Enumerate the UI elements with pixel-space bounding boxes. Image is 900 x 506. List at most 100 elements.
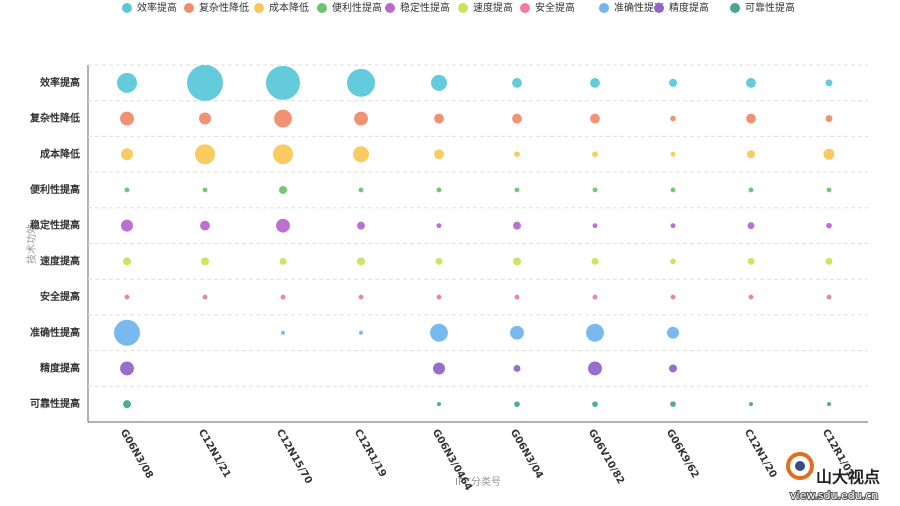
bubble <box>667 326 679 339</box>
bubble <box>434 113 444 124</box>
legend-marker <box>184 3 194 13</box>
bubble <box>120 361 134 376</box>
bubble <box>358 294 364 300</box>
x-tick-label: C12N1/20 <box>742 428 779 480</box>
bubble <box>437 402 441 407</box>
y-tick-label: 成本降低 <box>40 147 80 160</box>
y-axis-title: 技术功效 <box>25 224 38 264</box>
bubble <box>749 402 753 407</box>
x-tick-label: C12N1/21 <box>196 428 233 480</box>
bubble <box>114 319 140 346</box>
y-tick-label: 复杂性降低 <box>29 112 80 125</box>
bubble <box>592 223 598 229</box>
y-tick-label: 可靠性提高 <box>30 397 80 410</box>
bubble <box>357 257 365 266</box>
bubble <box>512 113 522 124</box>
legend-label: 安全提高 <box>535 1 575 14</box>
bubble <box>274 109 292 128</box>
bubble <box>746 77 756 88</box>
bubble <box>357 221 365 230</box>
bubble <box>670 258 676 265</box>
bubble <box>825 257 833 265</box>
x-tick-label: G06K9/62 <box>664 428 701 481</box>
bubble <box>433 362 445 375</box>
bubble <box>588 361 602 376</box>
x-tick-label: G06N3/0464 <box>430 428 474 493</box>
bubble <box>670 187 676 193</box>
bubble <box>513 257 521 266</box>
bubble <box>200 220 210 231</box>
bubble <box>276 218 290 233</box>
bubble <box>354 111 368 126</box>
legend-marker <box>458 3 468 13</box>
bubble <box>434 149 444 160</box>
bubble <box>279 185 287 194</box>
bubble <box>826 222 832 229</box>
x-axis-title: IPC分类号 <box>455 475 501 488</box>
x-tick-label: C12N15/70 <box>274 428 314 486</box>
legend-marker <box>599 3 609 13</box>
bubble <box>748 294 754 300</box>
bubble <box>199 112 211 125</box>
bubble <box>512 77 522 88</box>
y-tick-label: 精度提高 <box>40 361 80 374</box>
bubble <box>265 65 301 100</box>
x-tick-label: G06N3/04 <box>508 428 545 481</box>
bubble <box>281 330 285 335</box>
bubble <box>747 222 755 230</box>
y-tick-label: 准确性提高 <box>30 326 80 339</box>
bubble <box>590 113 600 124</box>
bubble <box>591 257 599 265</box>
logo <box>786 452 814 480</box>
bubble <box>117 72 137 93</box>
bubble <box>280 294 286 300</box>
bubble <box>669 78 677 87</box>
bubble <box>670 401 676 407</box>
legend-label: 复杂性降低 <box>199 1 249 14</box>
bubble <box>592 294 598 300</box>
bubble <box>123 400 131 409</box>
legend-marker <box>520 3 530 13</box>
bubble <box>826 187 832 193</box>
bubble <box>123 257 131 266</box>
bubble <box>435 257 443 265</box>
bubble <box>202 187 208 193</box>
watermark-brand: 山大视点 <box>816 468 880 487</box>
legend-label: 可靠性提高 <box>745 1 795 14</box>
bubble <box>670 223 676 229</box>
bubble <box>353 146 369 163</box>
x-tick-label: G06V10/82 <box>586 428 626 487</box>
bubble <box>358 187 364 193</box>
x-tick-label: G06N3/08 <box>118 428 155 481</box>
legend-label: 精度提高 <box>669 1 709 14</box>
bubble <box>279 257 287 265</box>
bubble <box>670 115 676 122</box>
bubble <box>825 115 833 123</box>
legend-label: 速度提高 <box>473 1 513 14</box>
bubble <box>121 148 133 161</box>
bubble <box>513 221 521 230</box>
bubble <box>825 79 833 87</box>
legend-label: 效率提高 <box>137 1 177 14</box>
bubble <box>195 144 215 165</box>
bubble <box>747 150 755 159</box>
bubble <box>514 294 520 300</box>
legend-marker <box>254 3 264 13</box>
legend-marker <box>654 3 664 13</box>
bubble <box>826 294 832 300</box>
bubble <box>747 257 755 265</box>
bubble <box>590 77 600 88</box>
y-tick-label: 速度提高 <box>40 254 80 267</box>
bubble <box>124 294 130 300</box>
bubble <box>436 187 442 193</box>
bubble <box>510 325 524 340</box>
x-tick-label: C12R1/19 <box>352 428 388 480</box>
bubble <box>746 113 756 124</box>
bubble <box>121 219 133 232</box>
bubble <box>187 64 223 101</box>
bubble <box>514 401 520 407</box>
y-tick-label: 效率提高 <box>40 76 80 89</box>
bubble <box>430 323 448 342</box>
watermark: 山大视点 view.sdu.edu.cn <box>786 452 880 503</box>
legend-label: 便利性提高 <box>332 1 382 14</box>
